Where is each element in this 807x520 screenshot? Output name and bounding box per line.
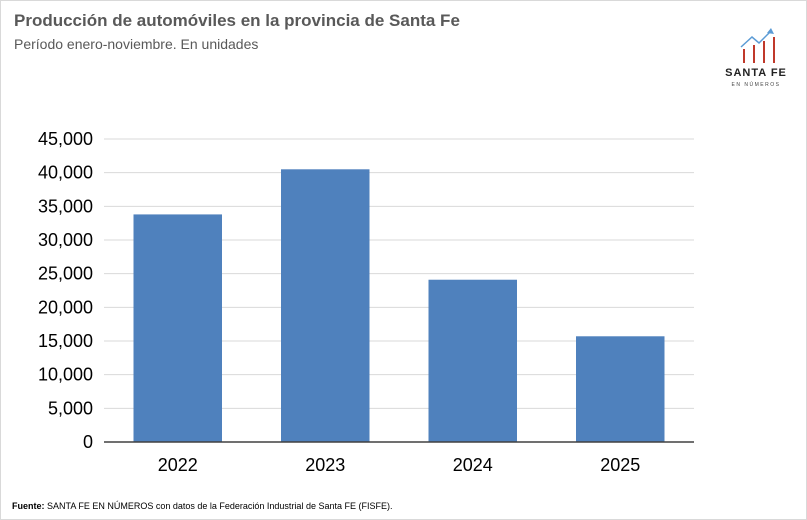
x-tick-label: 2024 [453, 455, 493, 475]
bar-2024 [428, 279, 517, 442]
y-tick-label: 5,000 [48, 398, 93, 418]
y-tick-label: 25,000 [38, 264, 93, 284]
y-tick-label: 15,000 [38, 331, 93, 351]
y-tick-label: 40,000 [38, 163, 93, 183]
source-text: SANTA FE EN NÚMEROS con datos de la Fede… [44, 501, 393, 511]
bar-chart: 0 5,000 10,000 15,000 20,000 25,000 30,000 35,0… [38, 129, 694, 475]
chart-subtitle: Período enero-noviembre. En unidades [14, 36, 259, 52]
chart-title: Producción de automóviles en la provinci… [14, 11, 460, 30]
trend-arrow-icon [740, 28, 775, 63]
y-tick-label: 45,000 [38, 129, 93, 149]
source-label: Fuente: [12, 501, 45, 511]
y-tick-label: 30,000 [38, 230, 93, 250]
y-tick-label: 10,000 [38, 365, 93, 385]
bar-2025 [576, 336, 665, 442]
x-axis-labels: 2022 2023 2024 2025 [158, 455, 641, 475]
y-tick-label: 35,000 [38, 196, 93, 216]
santa-fe-logo: SANTA FE EN NÚMEROS [719, 25, 793, 95]
bar-2023 [281, 169, 370, 443]
logo-wordmark: SANTA FE [725, 67, 787, 79]
logo-subtitle: EN NÚMEROS [731, 82, 781, 88]
y-tick-label: 20,000 [38, 297, 93, 317]
y-tick-label: 0 [83, 432, 93, 452]
bars [133, 169, 665, 443]
x-tick-label: 2022 [158, 455, 198, 475]
x-tick-label: 2023 [305, 455, 345, 475]
y-axis-labels: 0 5,000 10,000 15,000 20,000 25,000 30,000 35,0… [38, 129, 93, 452]
bar-2022 [133, 214, 222, 442]
source-note: Fuente: SANTA FE EN NÚMEROS con datos de… [12, 501, 392, 511]
x-tick-label: 2025 [600, 455, 640, 475]
